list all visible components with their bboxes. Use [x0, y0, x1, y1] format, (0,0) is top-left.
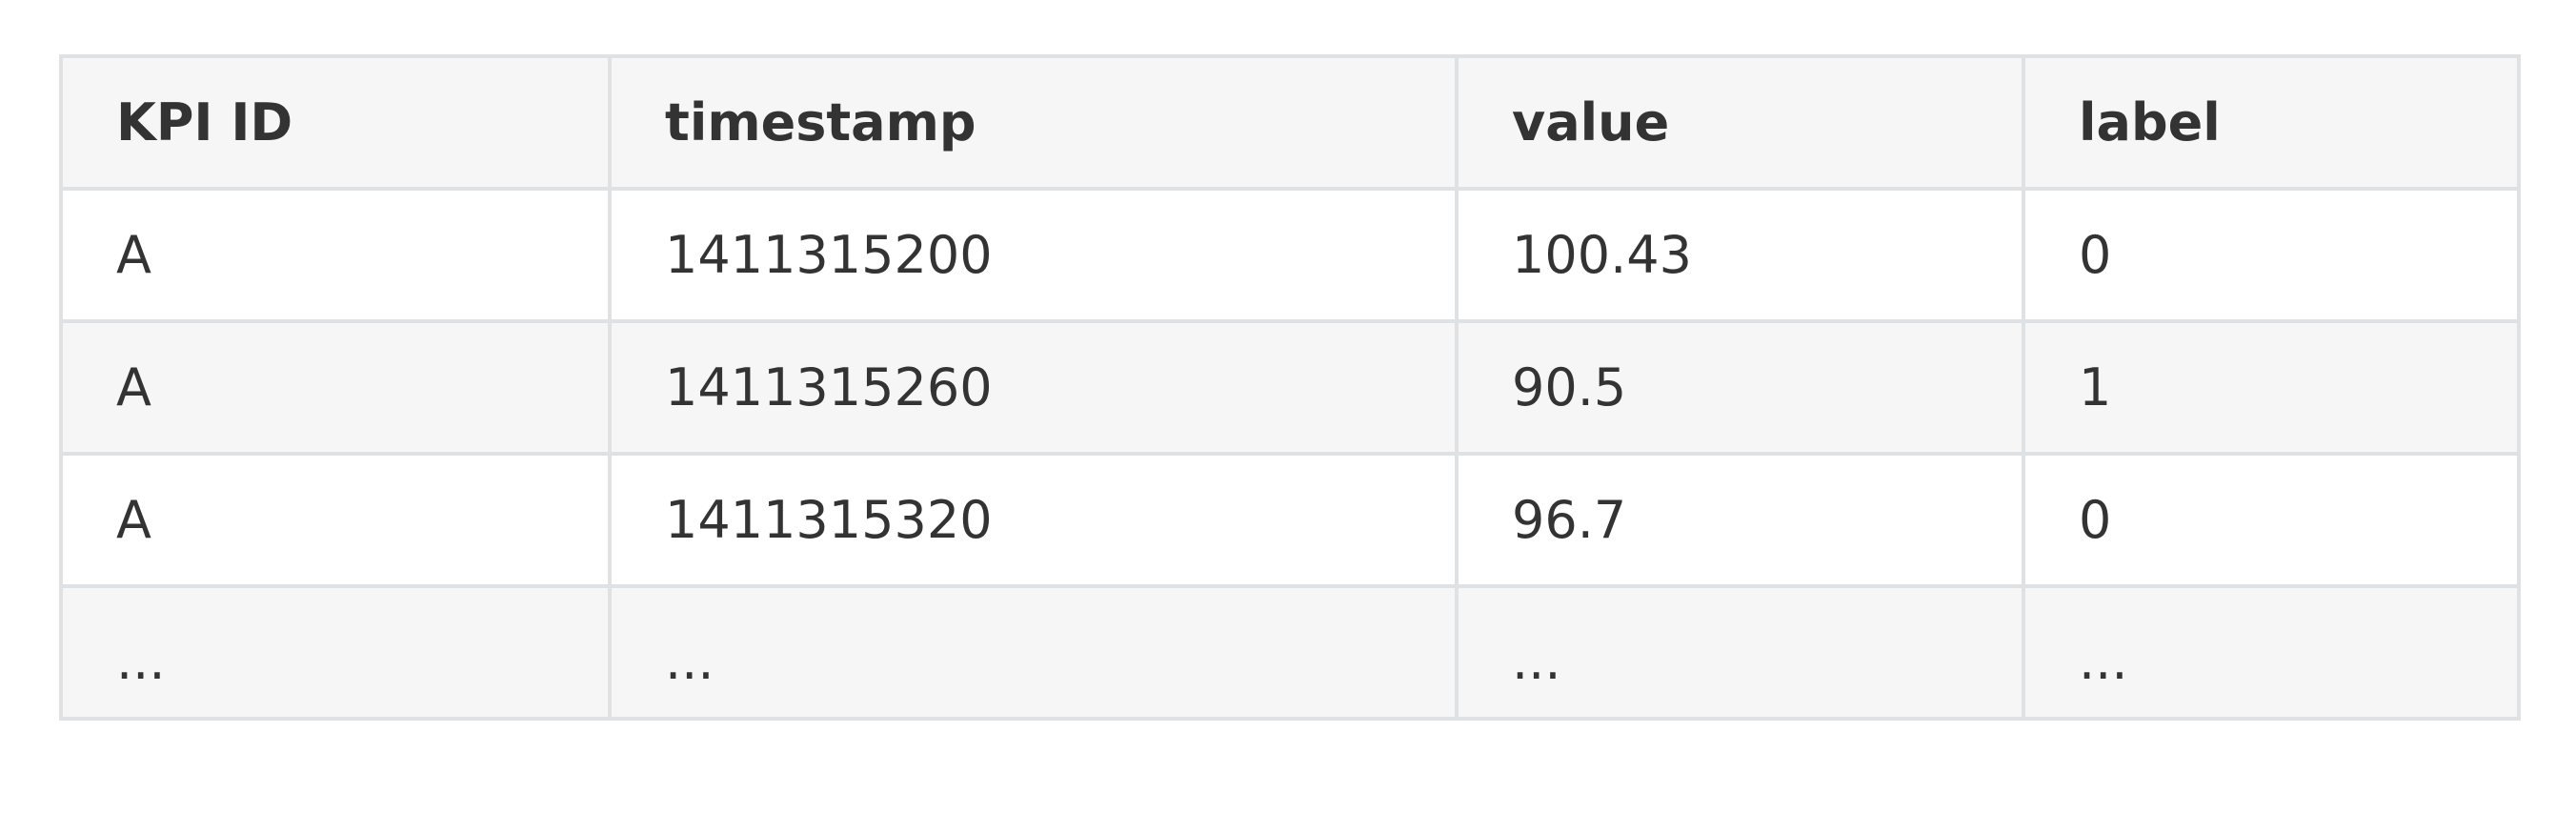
cell-timestamp: 1411315260 — [608, 319, 1459, 456]
header-label: label — [2022, 54, 2521, 191]
cell-timestamp: ... — [608, 584, 1459, 721]
cell-value: 100.43 — [1455, 187, 2025, 323]
cell-value: 90.5 — [1455, 319, 2025, 456]
header-row: KPI ID timestamp value label — [59, 54, 2521, 191]
cell-value: 96.7 — [1455, 452, 2025, 588]
table-header: KPI ID timestamp value label — [59, 54, 2521, 191]
cell-label: 1 — [2022, 319, 2521, 456]
cell-label: 0 — [2022, 187, 2521, 323]
cell-label: ... — [2022, 584, 2521, 721]
table-body: A 1411315200 100.43 0 A 1411315260 90.5 … — [59, 187, 2521, 721]
header-timestamp: timestamp — [608, 54, 1459, 191]
cell-kpi-id: A — [59, 319, 612, 456]
table-row: A 1411315200 100.43 0 — [59, 187, 2521, 323]
cell-label: 0 — [2022, 452, 2521, 588]
header-kpi-id: KPI ID — [59, 54, 612, 191]
cell-timestamp: 1411315200 — [608, 187, 1459, 323]
table-row: A 1411315260 90.5 1 — [59, 319, 2521, 456]
cell-timestamp: 1411315320 — [608, 452, 1459, 588]
cell-kpi-id: ... — [59, 584, 612, 721]
table-row-ellipsis: ... ... ... ... — [59, 584, 2521, 721]
kpi-data-table: KPI ID timestamp value label A 141131520… — [59, 54, 2521, 721]
table-row: A 1411315320 96.7 0 — [59, 452, 2521, 588]
header-value: value — [1455, 54, 2025, 191]
cell-value: ... — [1455, 584, 2025, 721]
cell-kpi-id: A — [59, 452, 612, 588]
cell-kpi-id: A — [59, 187, 612, 323]
